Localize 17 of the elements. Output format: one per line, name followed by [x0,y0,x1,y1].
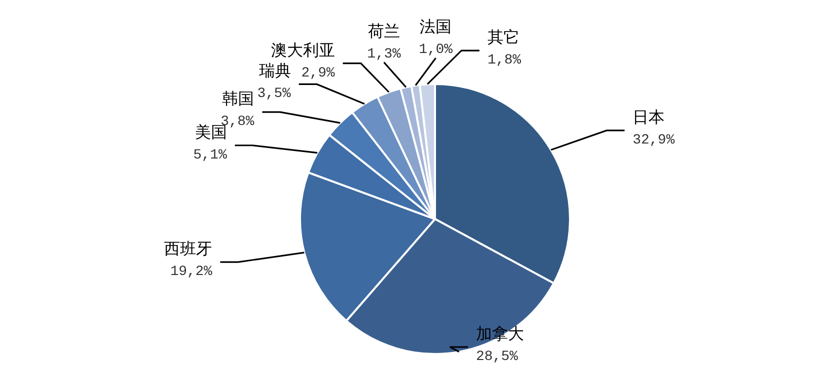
data-label: 19,2% [170,264,213,280]
slice-label: 法国 [420,18,452,36]
data-label: 1,8% [487,52,522,69]
data-label: 28,5% [476,349,519,365]
slice-label: 澳大利亚 [270,41,335,60]
data-label: 1,3% [367,46,402,62]
slice-label: 韩国 [222,90,254,108]
slice-label: 西班牙 [164,240,212,258]
slice-label: 荷兰 [368,22,400,40]
data-label: 2,9% [301,65,336,82]
data-label: 32,9% [632,132,676,148]
slice-label: 瑞典 [258,62,291,80]
data-label: 1,0% [418,42,454,58]
slice-label: 日本 [632,108,665,126]
data-label: 5,1% [193,147,228,164]
data-label: 3,5% [257,86,292,102]
slice-label: 其它 [487,28,520,47]
